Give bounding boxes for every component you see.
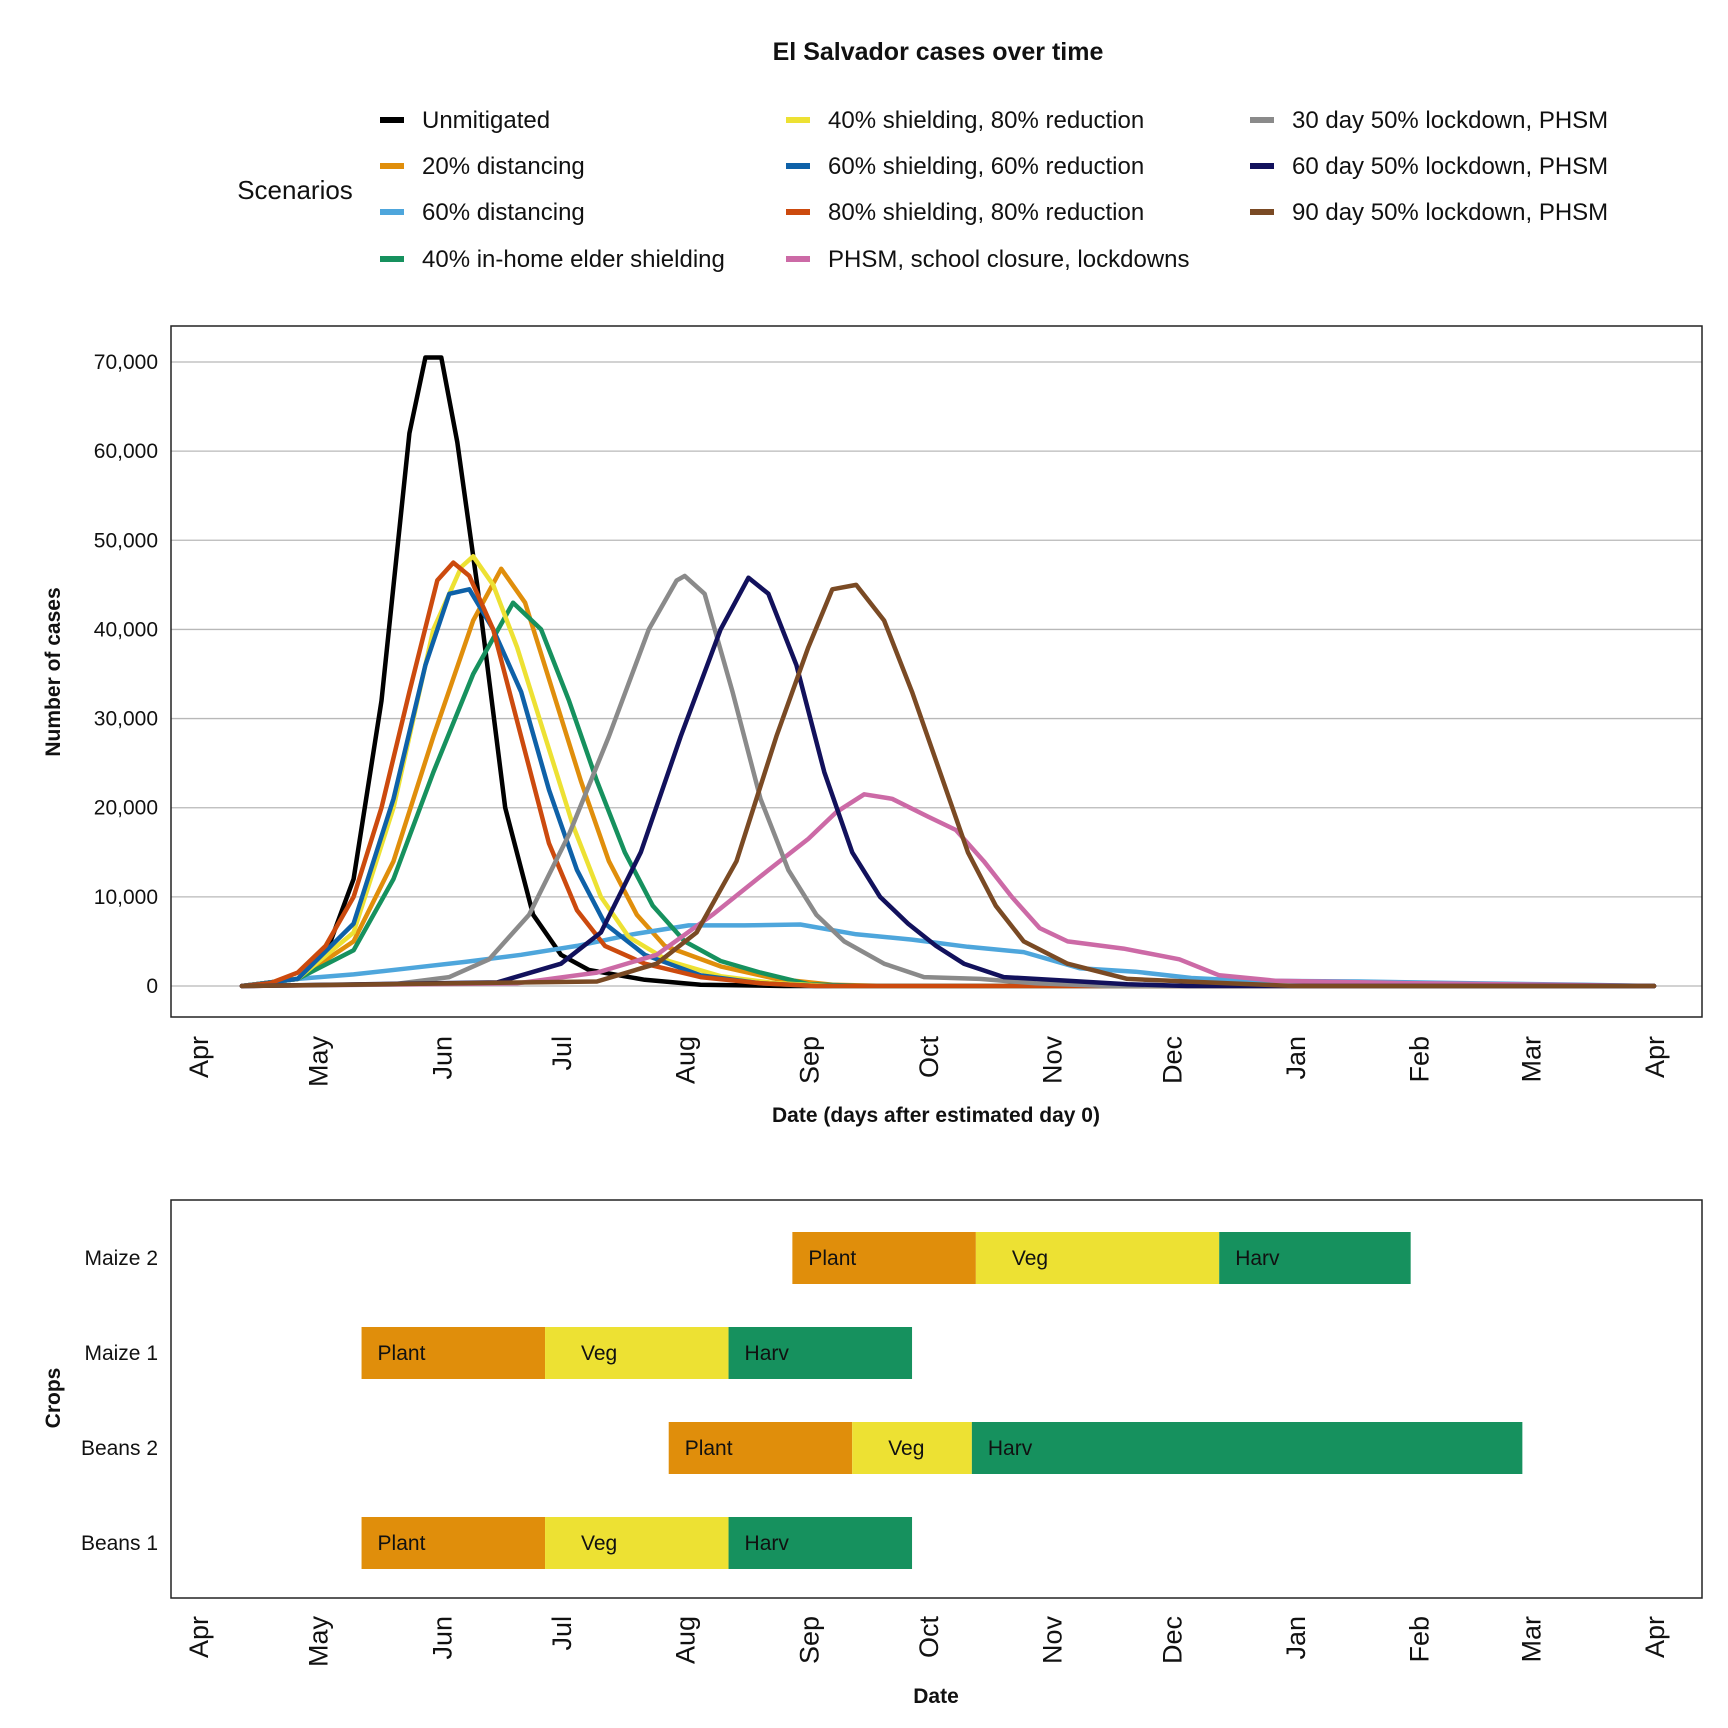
series-line-90-day-50-lockdown-phsm bbox=[239, 582, 1657, 989]
legend-label-40-in-home-elder-shielding: 40% in-home elder shielding bbox=[422, 246, 725, 273]
gantt-label-beans-1-plant: Plant bbox=[378, 1532, 426, 1555]
gantt-x-tick-nov-7: Nov bbox=[1038, 1616, 1068, 1665]
legend-label-60-shielding-60-reduction: 60% shielding, 60% reduction bbox=[828, 153, 1144, 180]
y-axis-title: Number of cases bbox=[42, 587, 65, 756]
legend-label-60-distancing: 60% distancing bbox=[422, 199, 585, 226]
y-tick-label: 0 bbox=[146, 975, 158, 998]
y-tick-label: 40,000 bbox=[94, 618, 158, 641]
x-tick-may-1: May bbox=[304, 1036, 334, 1088]
x-tick-apr-0: Apr bbox=[184, 1036, 214, 1078]
chart-title: El Salvador cases over time bbox=[773, 38, 1104, 66]
x-axis-title: Date (days after estimated day 0) bbox=[772, 1104, 1100, 1127]
gantt-x-tick-jul-3: Jul bbox=[547, 1616, 577, 1651]
y-tick-label: 30,000 bbox=[94, 708, 158, 731]
gantt-label-maize-2-harv: Harv bbox=[1235, 1247, 1280, 1270]
gantt-x-axis-ticks: Apr May Jun Jul Aug Sep Oct Nov Dec Jan Feb Mar Apr bbox=[184, 1616, 1670, 1668]
y-tick-label: 20,000 bbox=[94, 797, 158, 820]
x-tick-jul-3: Jul bbox=[547, 1036, 577, 1071]
gantt-label-beans-1-harv: Harv bbox=[745, 1532, 790, 1555]
series-line-40-in-home-elder-shielding bbox=[239, 600, 1657, 989]
gantt-x-axis-title: Date bbox=[913, 1685, 959, 1708]
x-tick-apr-12: Apr bbox=[1640, 1036, 1670, 1078]
series-line-unmitigated bbox=[239, 355, 1657, 989]
x-tick-feb-10: Feb bbox=[1405, 1036, 1435, 1083]
crop-label-maize-2: Maize 2 bbox=[84, 1247, 158, 1270]
gantt-x-tick-jun-2: Jun bbox=[427, 1616, 457, 1660]
x-tick-mar-11: Mar bbox=[1516, 1036, 1546, 1083]
gantt-x-tick-may-1: May bbox=[304, 1616, 334, 1668]
crop-label-maize-1: Maize 1 bbox=[84, 1342, 158, 1365]
legend-label-60-day-50-lockdown-phsm: 60 day 50% lockdown, PHSM bbox=[1292, 153, 1608, 180]
gantt-bar-beans-2-plant bbox=[668, 1422, 853, 1474]
gantt-bar-maize-2-harv bbox=[1219, 1232, 1411, 1284]
y-axis-ticks: 0 10,000 20,000 30,000 40,000 50,000 60,000 70,… bbox=[94, 351, 158, 998]
crop-label-beans-1: Beans 1 bbox=[81, 1532, 158, 1555]
legend-label-80-shielding-80-reduction: 80% shielding, 80% reduction bbox=[828, 199, 1144, 226]
gantt-label-beans-2-harv: Harv bbox=[988, 1437, 1033, 1460]
gantt-y-axis-title: Crops bbox=[42, 1368, 65, 1429]
gantt-x-tick-aug-4: Aug bbox=[671, 1616, 701, 1664]
gantt-bar-maize-2-veg bbox=[975, 1232, 1220, 1284]
x-tick-oct-6: Oct bbox=[914, 1036, 944, 1079]
gantt-label-maize-2-plant: Plant bbox=[808, 1247, 856, 1270]
legend-label-phsm-school-closure-lockdowns: PHSM, school closure, lockdowns bbox=[828, 246, 1189, 273]
x-tick-sep-5: Sep bbox=[794, 1036, 824, 1084]
series-line-30-day-50-lockdown-phsm bbox=[239, 573, 1657, 989]
gantt-plot-area: Plant Veg Harv Plant Veg Harv Plant Veg Harv Plan… bbox=[81, 1199, 1703, 1668]
legend-label-unmitigated: Unmitigated bbox=[422, 107, 550, 134]
gantt-x-tick-mar-11: Mar bbox=[1516, 1616, 1546, 1663]
gantt-bar-beans-2-veg bbox=[852, 1422, 972, 1474]
gantt-x-tick-feb-10: Feb bbox=[1405, 1616, 1435, 1663]
gantt-label-maize-1-harv: Harv bbox=[745, 1342, 790, 1365]
gantt-label-beans-2-plant: Plant bbox=[685, 1437, 733, 1460]
line-plot-area: 0 10,000 20,000 30,000 40,000 50,000 60,000 70,… bbox=[94, 325, 1703, 1088]
gantt-label-maize-2-veg: Veg bbox=[1012, 1247, 1048, 1270]
y-tick-label: 70,000 bbox=[94, 351, 158, 374]
series-line-phsm-school-closure-lockdowns bbox=[239, 792, 1657, 989]
gantt-bars: Plant Veg Harv Plant Veg Harv Plant Veg Harv Plan… bbox=[361, 1232, 1523, 1569]
x-tick-jun-2: Jun bbox=[427, 1036, 457, 1080]
legend-label-90-day-50-lockdown-phsm: 90 day 50% lockdown, PHSM bbox=[1292, 199, 1608, 226]
gantt-bar-beans-1-harv bbox=[728, 1517, 913, 1569]
series-line-80-shielding-80-reduction bbox=[239, 560, 1657, 989]
gantt-label-beans-1-veg: Veg bbox=[581, 1532, 617, 1555]
crop-label-beans-2: Beans 2 bbox=[81, 1437, 158, 1460]
series-lines bbox=[239, 355, 1657, 989]
gantt-label-maize-1-plant: Plant bbox=[378, 1342, 426, 1365]
gantt-label-beans-2-veg: Veg bbox=[888, 1437, 924, 1460]
gantt-label-maize-1-veg: Veg bbox=[581, 1342, 617, 1365]
x-tick-nov-7: Nov bbox=[1038, 1036, 1068, 1085]
y-tick-label: 60,000 bbox=[94, 440, 158, 463]
legend: Unmitigated 20% distancing 60% distancing 4… bbox=[380, 107, 1608, 273]
gantt-x-tick-apr-0: Apr bbox=[184, 1616, 214, 1658]
gantt-x-tick-oct-6: Oct bbox=[914, 1616, 944, 1659]
gantt-x-tick-dec-8: Dec bbox=[1157, 1616, 1187, 1664]
gantt-bar-beans-2-harv bbox=[971, 1422, 1523, 1474]
y-tick-label: 10,000 bbox=[94, 886, 158, 909]
gantt-bar-beans-1-plant bbox=[361, 1517, 546, 1569]
crop-labels: Maize 2 Maize 1 Beans 2 Beans 1 bbox=[81, 1247, 158, 1555]
gantt-x-tick-sep-5: Sep bbox=[794, 1616, 824, 1664]
gantt-x-tick-apr-12: Apr bbox=[1640, 1616, 1670, 1658]
y-tick-label: 50,000 bbox=[94, 529, 158, 552]
legend-title: Scenarios bbox=[237, 175, 353, 205]
x-axis-ticks: Apr May Jun Jul Aug Sep Oct Nov Dec Jan Feb Mar Apr bbox=[184, 1036, 1670, 1088]
gantt-bar-maize-1-harv bbox=[728, 1327, 913, 1379]
x-tick-aug-4: Aug bbox=[671, 1036, 701, 1084]
legend-label-40-shielding-80-reduction: 40% shielding, 80% reduction bbox=[828, 107, 1144, 134]
gantt-bar-maize-1-plant bbox=[361, 1327, 546, 1379]
legend-label-30-day-50-lockdown-phsm: 30 day 50% lockdown, PHSM bbox=[1292, 107, 1608, 134]
gantt-bar-maize-2-plant bbox=[792, 1232, 976, 1284]
x-tick-dec-8: Dec bbox=[1157, 1036, 1187, 1084]
gantt-plot-frame bbox=[170, 1199, 1703, 1599]
legend-label-20-distancing: 20% distancing bbox=[422, 153, 585, 180]
series-line-60-day-50-lockdown-phsm bbox=[239, 575, 1657, 989]
gantt-bar-maize-1-veg bbox=[545, 1327, 729, 1379]
gantt-x-tick-jan-9: Jan bbox=[1281, 1616, 1311, 1660]
gantt-bar-beans-1-veg bbox=[545, 1517, 729, 1569]
line-plot-frame bbox=[170, 325, 1703, 1018]
x-tick-jan-9: Jan bbox=[1281, 1036, 1311, 1080]
